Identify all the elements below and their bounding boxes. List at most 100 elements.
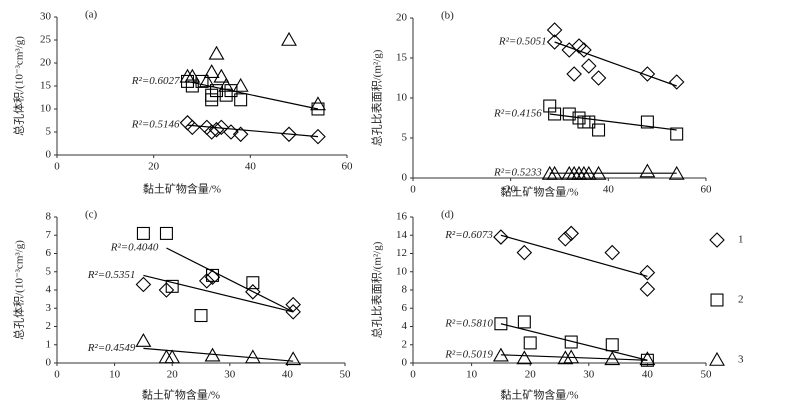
- x-tick-label: 50: [340, 369, 352, 381]
- r2-label: R²=0.5351: [87, 269, 136, 281]
- x-tick-label: 40: [282, 369, 294, 381]
- y-tick-label: 8: [402, 284, 408, 296]
- x-tick-label: 40: [245, 161, 257, 173]
- y-axis-title: 总孔比表面积/(m²/g): [370, 241, 384, 338]
- triangle-point: [668, 165, 685, 180]
- y-tick-label: 30: [40, 11, 52, 23]
- r2-label: R²=0.4040: [110, 242, 159, 254]
- diamond-point: [563, 225, 579, 242]
- diamond-point: [204, 269, 221, 286]
- diamond-point: [135, 276, 152, 293]
- square-point: [205, 88, 219, 102]
- triangle-point: [135, 332, 152, 347]
- diamond-point: [709, 232, 725, 248]
- square-point: [523, 336, 537, 350]
- diamond-point: [668, 74, 685, 90]
- triangle-point: [203, 64, 220, 78]
- y-tick-label: 10: [396, 265, 408, 277]
- diamond-point: [566, 66, 582, 82]
- x-tick-label: 30: [224, 369, 236, 381]
- trend-line: [143, 347, 294, 362]
- r2-label: R²=0.5019: [444, 348, 493, 360]
- triangle-point: [310, 96, 326, 111]
- y-tick-label: 4: [46, 284, 52, 296]
- triangle-point: [285, 351, 302, 366]
- square-point: [548, 107, 562, 121]
- diamond-point: [546, 22, 563, 38]
- triangle-point: [218, 77, 235, 92]
- square-point: [670, 127, 684, 141]
- y-tick-label: 15: [396, 52, 408, 64]
- square-point: [640, 353, 654, 367]
- triangle-point: [204, 347, 221, 362]
- panel-label: (d): [441, 209, 454, 221]
- y-tick-label: 10: [40, 103, 52, 115]
- y-tick-label: 4: [402, 320, 408, 332]
- trend-line: [500, 234, 648, 277]
- x-tick-label: 50: [701, 369, 713, 381]
- triangle-point: [492, 347, 509, 362]
- r2-label: R²=0.4549: [87, 342, 136, 354]
- legend-label: 3: [738, 354, 744, 366]
- y-tick-label: 5: [46, 265, 52, 277]
- triangle-point: [516, 350, 533, 365]
- x-tick-label: 0: [54, 161, 60, 173]
- triangle-point: [232, 77, 249, 92]
- triangle-point: [198, 73, 215, 88]
- diamond-point: [179, 115, 196, 131]
- square-point: [311, 102, 325, 116]
- square-point: [194, 309, 208, 323]
- diamond-point: [639, 264, 656, 281]
- x-axis-title: 黏土矿物含量/%: [500, 185, 578, 199]
- y-tick-label: 6: [402, 302, 408, 314]
- y-tick-label: 15: [40, 80, 52, 92]
- trend-line: [549, 113, 677, 131]
- square-point: [640, 115, 654, 129]
- square-point: [572, 111, 586, 125]
- y-axis-title: 总孔比表面积/(m²/g): [370, 49, 384, 146]
- diamond-point: [639, 281, 656, 297]
- triangle-point: [208, 45, 225, 60]
- diamond-point: [285, 296, 301, 313]
- y-tick-label: 3: [46, 302, 52, 314]
- square-point: [210, 84, 224, 98]
- x-tick-label: 40: [603, 184, 615, 196]
- y-tick-label: 7: [46, 229, 52, 241]
- legend-label: 1: [738, 234, 744, 246]
- panel-label: (b): [441, 10, 454, 22]
- x-tick-label: 20: [525, 369, 537, 381]
- r2-label: R²=0.6027: [131, 75, 180, 87]
- square-point: [246, 276, 260, 290]
- y-tick-label: 0: [46, 357, 52, 369]
- r2-label: R²=0.5233: [493, 167, 542, 179]
- x-tick-label: 60: [342, 161, 354, 173]
- y-tick-label: 16: [396, 211, 408, 223]
- diamond-point: [557, 231, 574, 247]
- y-tick-label: 8: [46, 211, 52, 223]
- y-tick-label: 0: [402, 172, 408, 184]
- diamond-point: [208, 121, 225, 138]
- square-point: [605, 338, 619, 352]
- y-tick-label: 1: [46, 338, 52, 350]
- diamond-point: [232, 126, 249, 143]
- y-tick-label: 20: [396, 12, 408, 24]
- diamond-point: [285, 304, 301, 320]
- r2-label: R²=0.5810: [444, 317, 493, 329]
- trend-line: [500, 323, 648, 361]
- y-tick-label: 6: [46, 247, 52, 259]
- square-point: [205, 93, 219, 107]
- square-point: [564, 335, 578, 349]
- diamond-point: [576, 42, 592, 58]
- square-point: [494, 317, 508, 331]
- square-point: [224, 84, 238, 98]
- diamond-point: [639, 66, 656, 82]
- diamond-point: [493, 229, 509, 245]
- y-tick-label: 5: [46, 126, 52, 138]
- diamond-point: [581, 58, 597, 74]
- x-tick-label: 20: [148, 161, 160, 173]
- square-point: [219, 88, 233, 102]
- trend-line: [166, 247, 294, 313]
- trend-line: [143, 274, 294, 313]
- square-point: [592, 123, 606, 137]
